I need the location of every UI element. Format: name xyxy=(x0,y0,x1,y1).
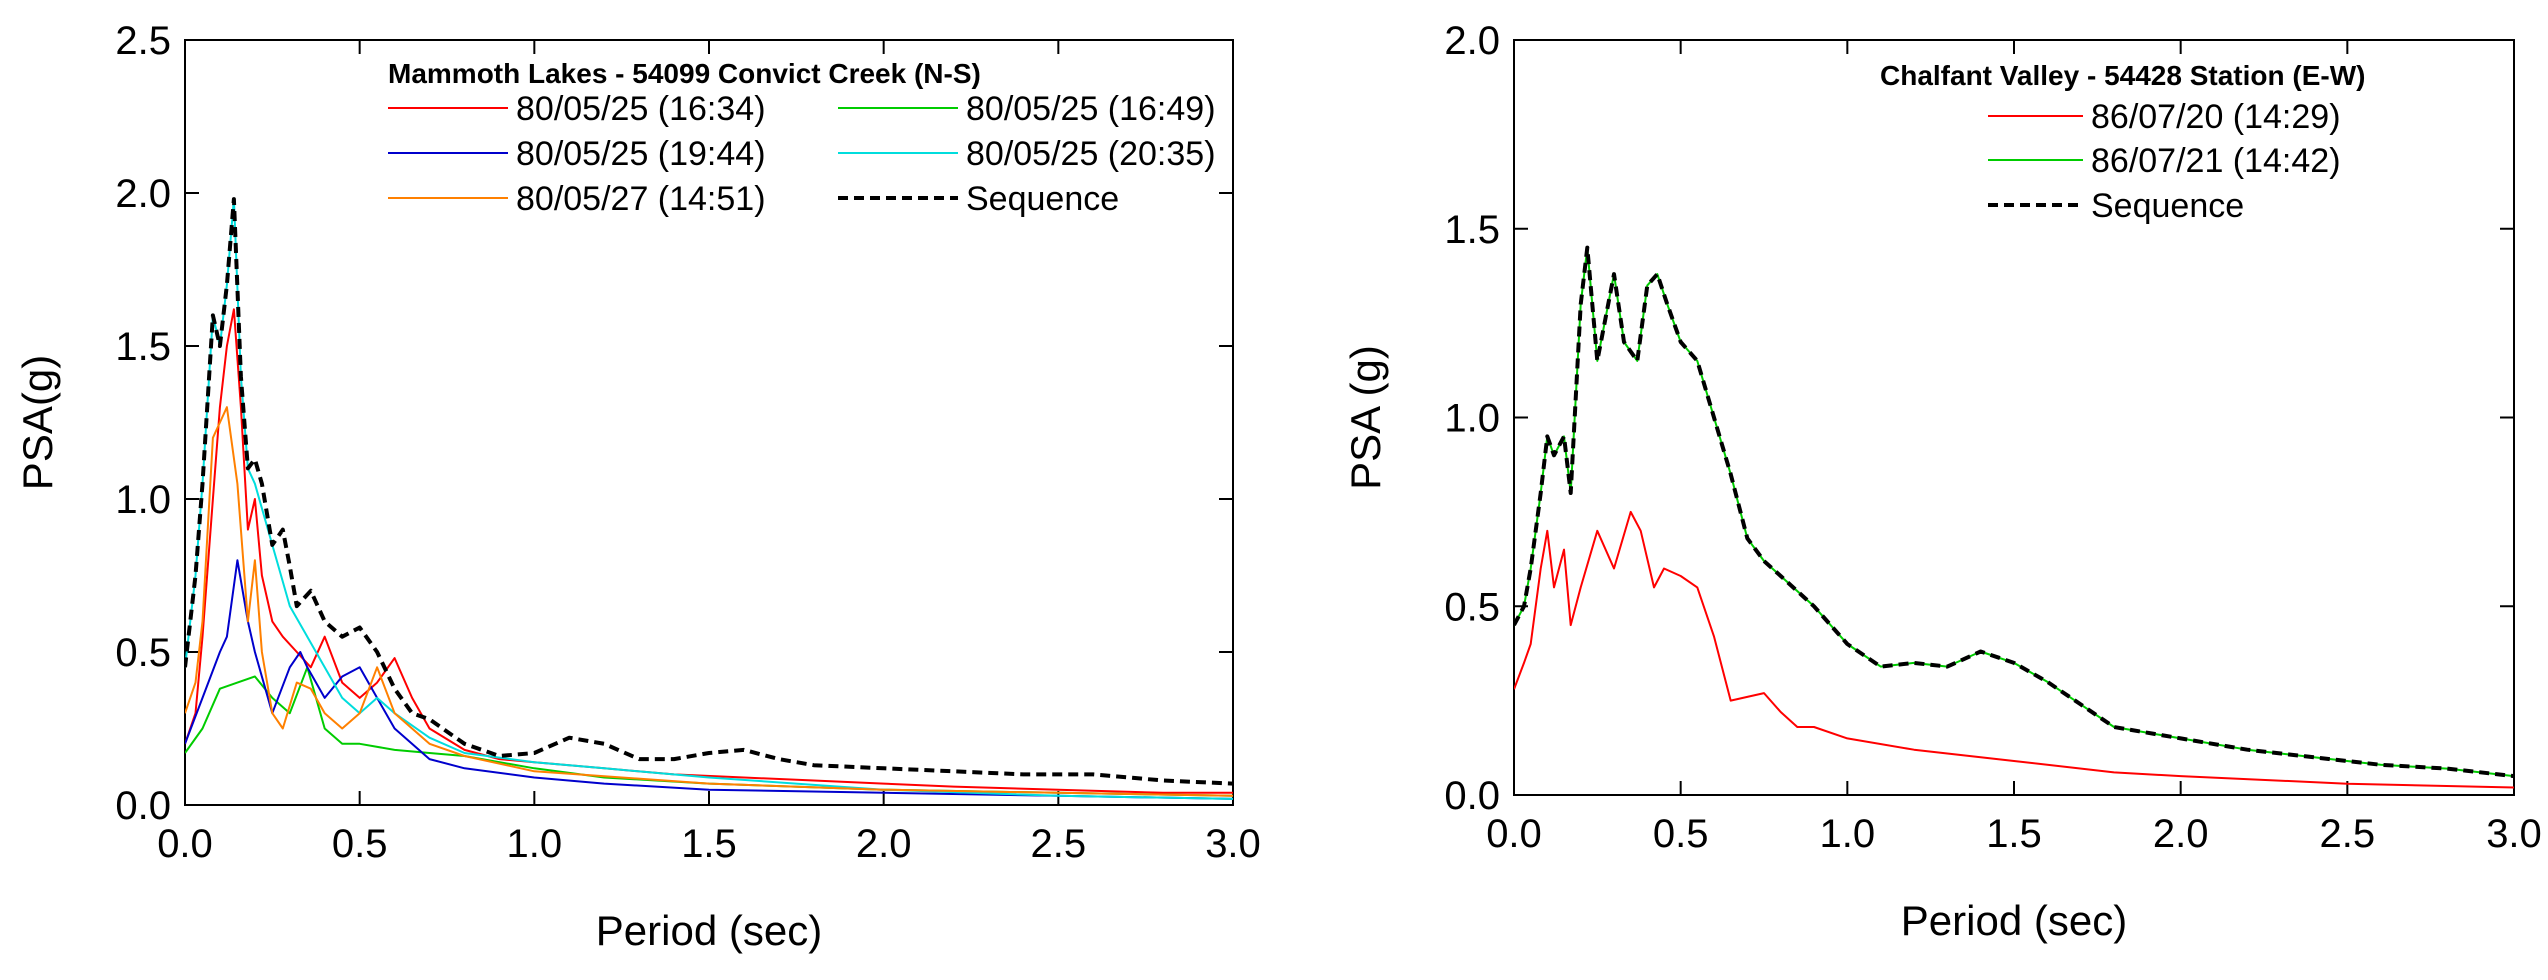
series-group xyxy=(1514,245,2514,789)
legend-entry: 80/05/25 (19:44) xyxy=(516,135,766,173)
legend-entry: 80/05/27 (14:51) xyxy=(516,180,766,218)
x-tick-label: 1.5 xyxy=(1986,812,2042,856)
series-line-1 xyxy=(1514,246,2514,778)
series-group xyxy=(185,197,1233,800)
x-tick-label: 0.0 xyxy=(1486,812,1542,856)
plot-frame xyxy=(1513,39,2515,796)
legend-entry: Sequence xyxy=(2091,187,2244,225)
series-line-sequence xyxy=(185,197,1233,786)
x-tick-label: 2.0 xyxy=(856,822,912,866)
y-tick-label: 2.0 xyxy=(1444,19,1500,63)
x-tick-label: 0.0 xyxy=(157,822,213,866)
series-line-4 xyxy=(185,406,1233,797)
legend-title: Mammoth Lakes - 54099 Convict Creek (N-S… xyxy=(388,58,981,89)
legend-entry: 86/07/20 (14:29) xyxy=(2091,98,2341,136)
legend-entry: 80/05/25 (16:34) xyxy=(516,90,766,128)
x-tick-label: 3.0 xyxy=(1205,822,1261,866)
chart-panel-left: 0.0 0.5 1.0 1.5 2.0 2.5 3.0 0.0 0.5 1.0 1.5 2.0 2.5 P… xyxy=(14,19,1261,954)
legend-entry: Sequence xyxy=(966,180,1119,218)
y-tick-label: 0.0 xyxy=(1444,774,1500,818)
chart-panel-right: 0.0 0.5 1.0 1.5 2.0 2.5 3.0 0.0 0.5 1.0 1.5 2.0 Peri… xyxy=(1342,19,2542,944)
series-line-3 xyxy=(185,198,1233,800)
x-tick-label: 2.0 xyxy=(2153,812,2209,856)
x-tick-label: 1.5 xyxy=(681,822,737,866)
y-tick-label: 2.0 xyxy=(115,172,171,216)
y-tick-label: 1.0 xyxy=(1444,397,1500,441)
x-tick-label: 1.0 xyxy=(1820,812,1876,856)
y-tick-label: 0.5 xyxy=(115,631,171,675)
legend-title: Chalfant Valley - 54428 Station (E-W) xyxy=(1880,60,2365,91)
y-axis-title: PSA(g) xyxy=(14,355,61,490)
x-tick-label: 0.5 xyxy=(1653,812,1709,856)
x-axis-title: Period (sec) xyxy=(1901,897,2127,944)
x-tick-label: 0.5 xyxy=(332,822,388,866)
y-tick-label: 1.5 xyxy=(1444,208,1500,252)
series-line-0 xyxy=(185,308,1233,794)
y-tick-label: 1.0 xyxy=(115,478,171,522)
y-tick-label: 0.0 xyxy=(115,784,171,828)
x-tick-label: 3.0 xyxy=(2486,812,2542,856)
y-tick-label: 0.5 xyxy=(1444,585,1500,629)
legend-entry: 86/07/21 (14:42) xyxy=(2091,142,2341,180)
y-axis-title: PSA (g) xyxy=(1342,345,1389,490)
legend-entry: 80/05/25 (16:49) xyxy=(966,90,1216,128)
x-tick-label: 2.5 xyxy=(2320,812,2376,856)
y-tick-label: 1.5 xyxy=(115,325,171,369)
x-axis-title: Period (sec) xyxy=(596,907,822,954)
series-line-0 xyxy=(1514,510,2514,789)
x-tick-label: 2.5 xyxy=(1031,822,1087,866)
series-line-sequence xyxy=(1514,245,2514,779)
legend-entry: 80/05/25 (20:35) xyxy=(966,135,1216,173)
y-tick-label: 2.5 xyxy=(115,19,171,63)
series-line-2 xyxy=(185,559,1233,800)
x-tick-label: 1.0 xyxy=(507,822,563,866)
